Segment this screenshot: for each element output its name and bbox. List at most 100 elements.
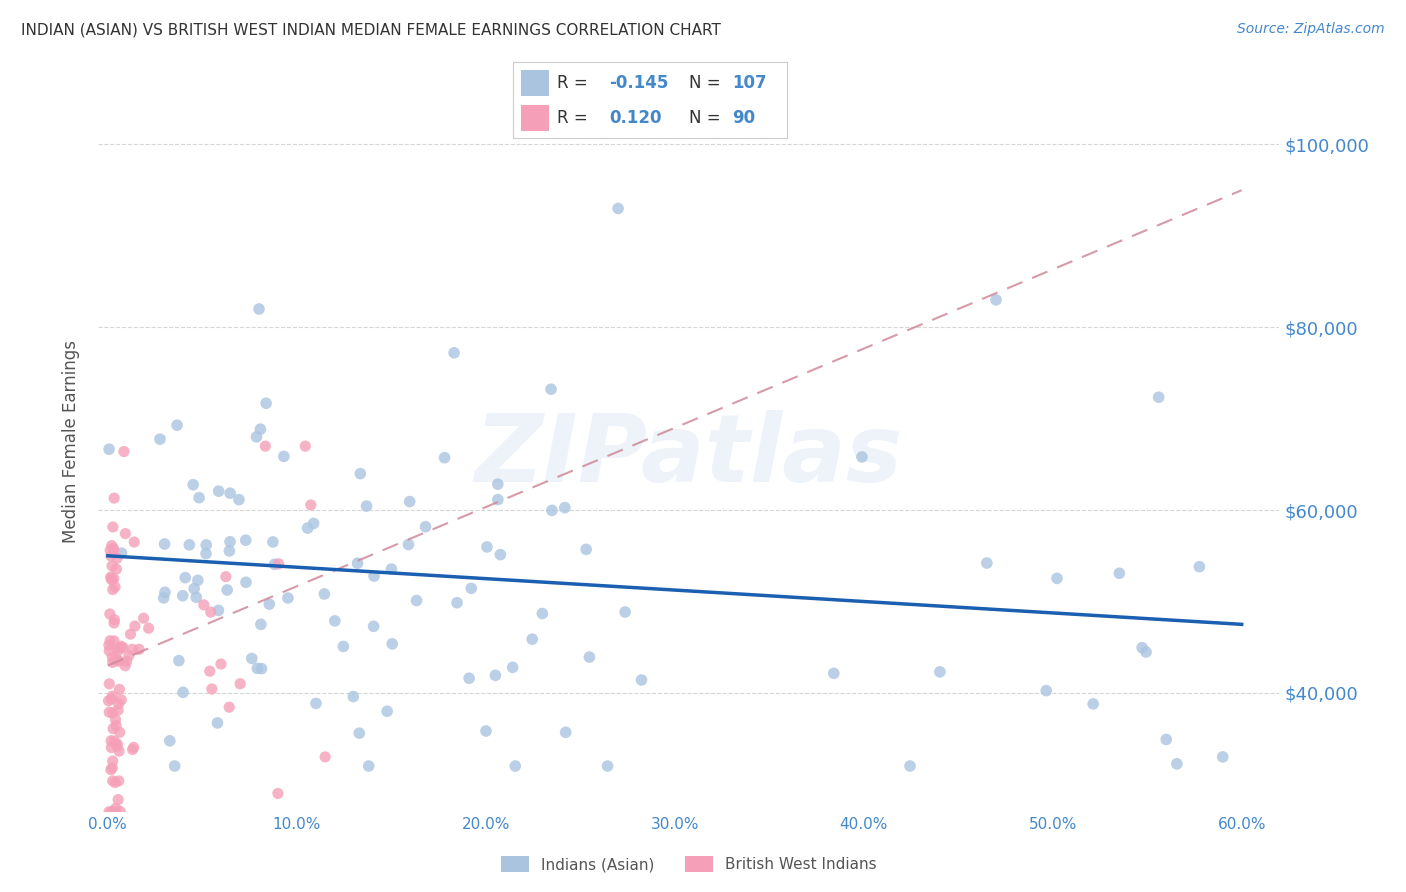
Point — [103, 613, 125, 627]
Point — [104, 805, 127, 819]
Point — [356, 499, 378, 513]
Point — [98, 677, 121, 691]
Point — [101, 706, 124, 720]
Point — [305, 697, 328, 711]
Point — [219, 534, 242, 549]
Point — [247, 301, 270, 316]
Point — [97, 638, 120, 652]
Point — [209, 657, 232, 671]
Point — [219, 486, 242, 500]
Point — [297, 521, 319, 535]
Point — [218, 700, 240, 714]
Point — [218, 544, 240, 558]
Point — [263, 558, 285, 572]
Point — [458, 671, 481, 685]
Point — [976, 556, 998, 570]
Point — [101, 761, 124, 775]
Point — [489, 548, 512, 562]
Point — [1035, 683, 1057, 698]
Point — [314, 587, 336, 601]
Point — [112, 444, 135, 458]
Point — [167, 654, 190, 668]
Y-axis label: Median Female Earnings: Median Female Earnings — [62, 340, 80, 543]
Point — [110, 546, 132, 560]
Point — [105, 737, 128, 751]
Point — [103, 572, 125, 586]
Point — [1108, 566, 1130, 581]
Point — [984, 293, 1007, 307]
Point — [153, 585, 176, 599]
Point — [159, 734, 181, 748]
Point — [540, 382, 562, 396]
Point — [240, 651, 263, 665]
Point — [363, 569, 385, 583]
Point — [314, 750, 336, 764]
Point — [1135, 645, 1157, 659]
Point — [1147, 390, 1170, 404]
Point — [118, 648, 141, 663]
Point — [107, 697, 129, 711]
Text: ZIPatlas: ZIPatlas — [475, 410, 903, 502]
Point — [433, 450, 456, 465]
Point — [398, 537, 420, 551]
Text: N =: N = — [689, 109, 720, 127]
Point — [110, 805, 132, 819]
Point — [98, 442, 121, 457]
Point — [97, 694, 120, 708]
Point — [277, 591, 299, 605]
Point — [105, 718, 128, 732]
Point — [254, 396, 277, 410]
Point — [217, 582, 239, 597]
Point — [575, 542, 598, 557]
Point — [299, 498, 322, 512]
Point — [114, 526, 136, 541]
Point — [107, 653, 129, 667]
Point — [1130, 640, 1153, 655]
Point — [250, 617, 273, 632]
Text: Source: ZipAtlas.com: Source: ZipAtlas.com — [1237, 22, 1385, 37]
Point — [267, 787, 290, 801]
Point — [107, 773, 129, 788]
Point — [172, 589, 194, 603]
Point — [1188, 559, 1211, 574]
Point — [246, 661, 269, 675]
Point — [342, 690, 364, 704]
Point — [108, 654, 131, 668]
Point — [188, 491, 211, 505]
Text: 107: 107 — [733, 74, 768, 92]
Point — [103, 541, 125, 556]
Point — [249, 422, 271, 436]
Point — [101, 689, 124, 703]
Point — [104, 713, 127, 727]
Point — [120, 627, 142, 641]
Point — [138, 621, 160, 635]
Point — [195, 538, 218, 552]
Point — [100, 692, 122, 706]
Point — [108, 725, 131, 739]
Point — [522, 632, 544, 647]
Point — [98, 644, 121, 658]
Point — [163, 759, 186, 773]
Point — [101, 520, 124, 534]
Point — [262, 535, 284, 549]
Text: INDIAN (ASIAN) VS BRITISH WEST INDIAN MEDIAN FEMALE EARNINGS CORRELATION CHART: INDIAN (ASIAN) VS BRITISH WEST INDIAN ME… — [21, 22, 721, 37]
Point — [375, 704, 398, 718]
Point — [578, 650, 600, 665]
Point — [503, 759, 526, 773]
Point — [107, 641, 129, 656]
Point — [187, 574, 209, 588]
Point — [363, 619, 385, 633]
Point — [898, 759, 921, 773]
Point — [105, 739, 128, 754]
Legend: Indians (Asian), British West Indians: Indians (Asian), British West Indians — [495, 850, 883, 878]
Point — [103, 491, 125, 505]
Point — [100, 763, 122, 777]
Point — [174, 571, 197, 585]
Point — [183, 582, 205, 596]
Point — [101, 754, 124, 768]
Point — [101, 558, 124, 573]
Point — [267, 557, 290, 571]
Point — [398, 494, 420, 508]
Point — [443, 345, 465, 359]
Point — [928, 665, 950, 679]
